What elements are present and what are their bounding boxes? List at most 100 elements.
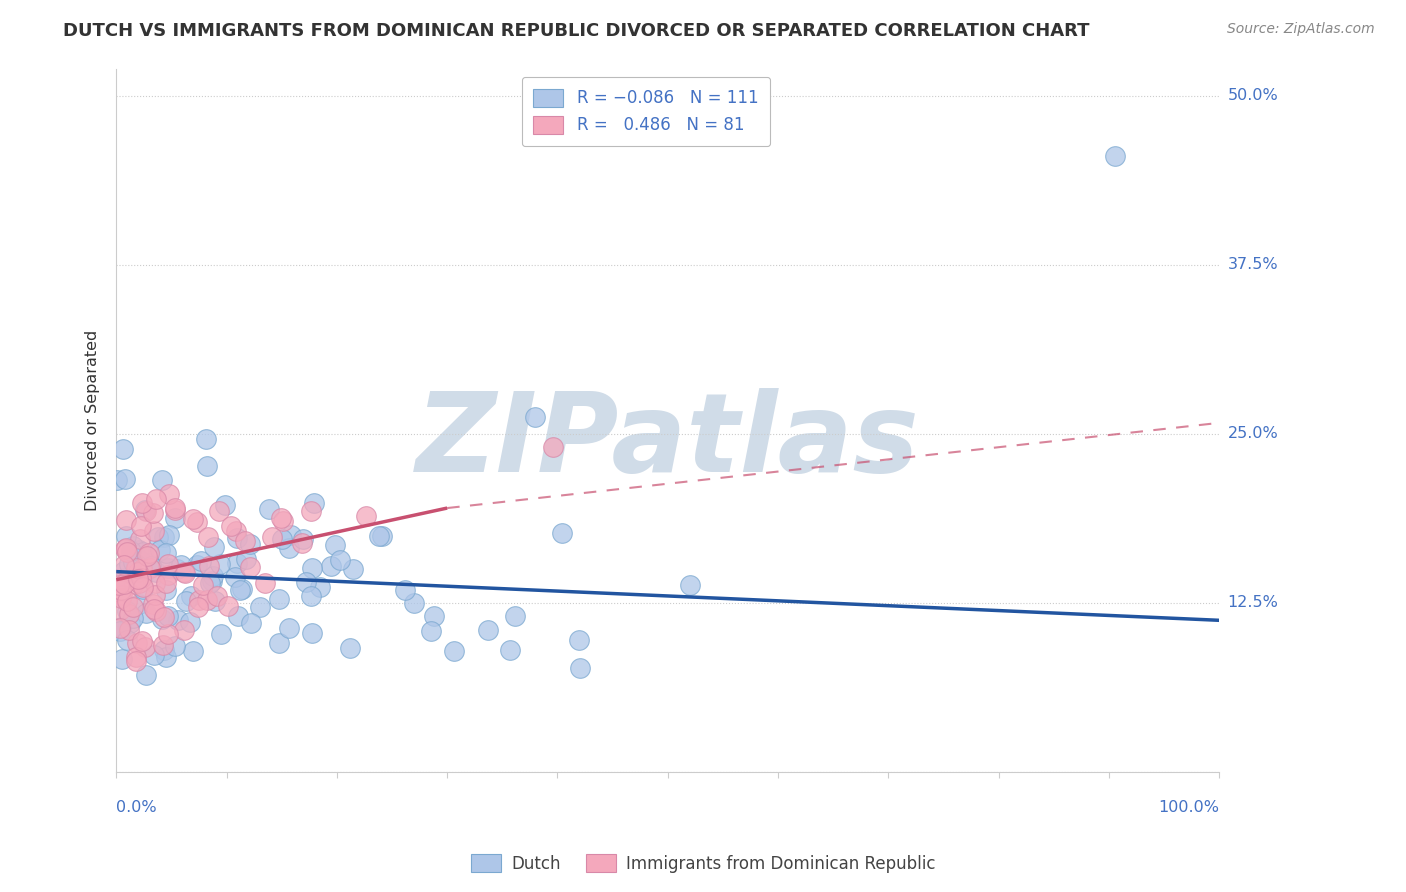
Point xyxy=(204,594,226,608)
Point xyxy=(524,410,547,425)
Point xyxy=(127,636,149,650)
Legend: R = −0.086   N = 111, R =   0.486   N = 81: R = −0.086 N = 111, R = 0.486 N = 81 xyxy=(522,77,770,146)
Point xyxy=(112,577,135,591)
Point xyxy=(115,633,138,648)
Point xyxy=(197,530,219,544)
Point xyxy=(569,661,592,675)
Point xyxy=(224,570,246,584)
Point xyxy=(239,560,262,574)
Point xyxy=(117,558,139,572)
Point xyxy=(202,540,225,554)
Point xyxy=(209,627,232,641)
Point xyxy=(120,544,142,558)
Point xyxy=(115,604,138,618)
Point xyxy=(207,589,229,603)
Point xyxy=(201,574,224,588)
Point xyxy=(254,576,277,591)
Point xyxy=(371,529,394,543)
Point xyxy=(308,580,330,594)
Text: Source: ZipAtlas.com: Source: ZipAtlas.com xyxy=(1227,22,1375,37)
Point xyxy=(153,609,176,624)
Point xyxy=(155,650,177,665)
Point xyxy=(155,583,177,598)
Point xyxy=(128,532,150,546)
Point xyxy=(125,549,148,563)
Text: 25.0%: 25.0% xyxy=(1227,426,1278,442)
Point xyxy=(339,640,361,655)
Point xyxy=(191,577,214,591)
Point xyxy=(257,502,280,516)
Point xyxy=(188,593,211,607)
Point xyxy=(118,615,141,630)
Point xyxy=(167,613,190,627)
Point xyxy=(132,580,155,594)
Point xyxy=(186,515,208,529)
Point xyxy=(195,432,218,446)
Point xyxy=(195,459,218,474)
Point xyxy=(114,471,136,485)
Point xyxy=(138,545,160,559)
Point xyxy=(115,594,138,608)
Point xyxy=(174,594,197,608)
Point xyxy=(112,564,135,578)
Point xyxy=(111,442,134,457)
Point xyxy=(163,639,186,653)
Point xyxy=(132,582,155,596)
Point xyxy=(142,524,165,539)
Point xyxy=(163,502,186,516)
Point xyxy=(157,557,180,571)
Point xyxy=(180,589,202,603)
Point xyxy=(135,549,157,563)
Point xyxy=(131,496,153,510)
Point xyxy=(139,558,162,573)
Point xyxy=(153,530,176,544)
Point xyxy=(301,626,323,640)
Point xyxy=(112,558,135,573)
Point xyxy=(235,552,257,566)
Point xyxy=(229,583,252,598)
Point xyxy=(129,519,152,533)
Point xyxy=(394,583,416,598)
Point xyxy=(143,575,166,590)
Point xyxy=(115,528,138,542)
Point xyxy=(214,498,236,512)
Point xyxy=(198,558,221,573)
Point xyxy=(219,518,242,533)
Point xyxy=(200,575,222,590)
Point xyxy=(503,609,526,624)
Point xyxy=(342,562,364,576)
Point xyxy=(157,487,180,501)
Point xyxy=(128,597,150,611)
Point xyxy=(115,513,138,527)
Text: 50.0%: 50.0% xyxy=(1227,88,1278,103)
Point xyxy=(179,615,201,630)
Point xyxy=(110,591,132,606)
Point xyxy=(226,556,249,570)
Point xyxy=(107,578,129,592)
Point xyxy=(143,648,166,662)
Point xyxy=(131,562,153,576)
Point xyxy=(135,607,157,621)
Point xyxy=(181,511,204,525)
Point xyxy=(294,574,316,589)
Point xyxy=(136,557,159,571)
Text: DUTCH VS IMMIGRANTS FROM DOMINICAN REPUBLIC DIVORCED OR SEPARATED CORRELATION CH: DUTCH VS IMMIGRANTS FROM DOMINICAN REPUB… xyxy=(63,22,1090,40)
Point xyxy=(129,571,152,585)
Point xyxy=(280,528,302,542)
Point xyxy=(173,566,195,580)
Text: 100.0%: 100.0% xyxy=(1159,799,1219,814)
Point xyxy=(354,508,377,523)
Point xyxy=(443,644,465,658)
Text: 37.5%: 37.5% xyxy=(1227,257,1278,272)
Point xyxy=(225,531,247,545)
Point xyxy=(323,538,346,552)
Point xyxy=(423,609,446,624)
Point xyxy=(301,561,323,575)
Point xyxy=(110,583,132,598)
Text: 12.5%: 12.5% xyxy=(1227,595,1278,610)
Point xyxy=(115,541,138,555)
Point xyxy=(127,565,149,579)
Point xyxy=(142,506,165,520)
Point xyxy=(110,580,132,594)
Point xyxy=(131,633,153,648)
